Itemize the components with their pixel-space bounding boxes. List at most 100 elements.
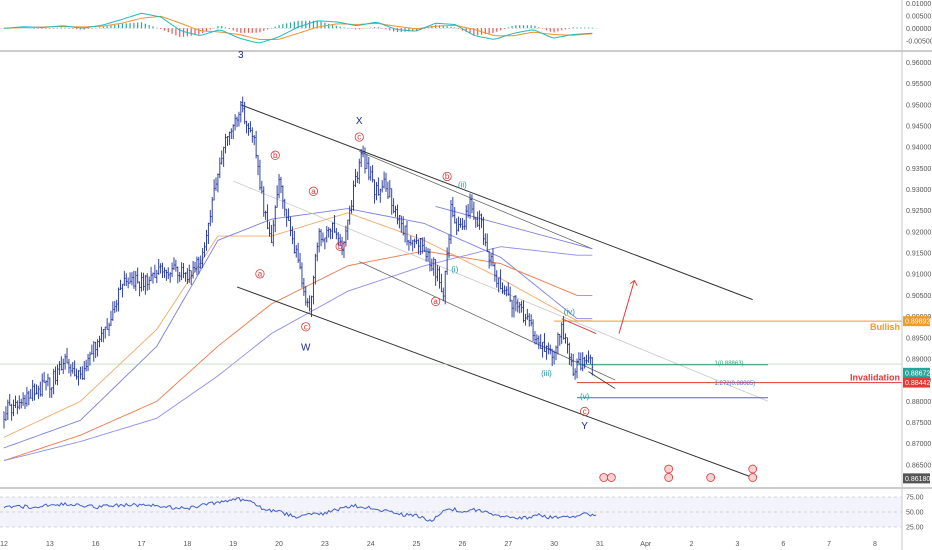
time-tick-label: 12 [0, 541, 8, 548]
macd-histogram-bar [568, 28, 570, 29]
projection-line [435, 206, 593, 250]
rsi-tick-label: 75.00 [906, 495, 924, 502]
macd-histogram-bar [415, 28, 418, 31]
macd-histogram-bar [446, 26, 448, 29]
macd-histogram-bar [3, 28, 5, 29]
invalidation-label: Invalidation [850, 373, 900, 383]
macd-histogram-bar [293, 21, 295, 29]
macd-histogram-bar [72, 28, 74, 29]
macd-histogram-bar [282, 24, 284, 29]
macd-histogram-bar [549, 28, 551, 32]
wave-label: b [338, 242, 343, 251]
economic-event-icon[interactable] [664, 464, 674, 474]
macd-histogram-bar [217, 26, 219, 29]
macd-histogram-bar [320, 21, 322, 29]
price-tick-label: 0.96000 [906, 60, 931, 67]
price-label-text: 0.88442 [905, 380, 930, 387]
time-tick-label: 7 [827, 541, 831, 548]
macd-histogram-bar [366, 28, 368, 29]
macd-histogram-bar [385, 28, 387, 30]
trend-channel-line[interactable] [359, 261, 616, 381]
price-tick-label: 0.92000 [906, 229, 931, 236]
economic-event-icon[interactable] [606, 473, 616, 482]
macd-histogram-bar [37, 28, 39, 29]
wave-label: a [258, 269, 263, 278]
time-tick-label: 2 [690, 541, 694, 548]
time-tick-label: 16 [92, 541, 100, 548]
macd-histogram-bar [507, 27, 509, 29]
economic-event-icon[interactable] [664, 473, 674, 482]
price-tick-label: 0.95000 [906, 102, 931, 109]
time-tick-label: 6 [781, 541, 785, 548]
macd-histogram-bar [530, 25, 532, 29]
economic-event-icon[interactable] [748, 464, 758, 474]
macd-histogram-bar [316, 20, 318, 29]
macd-histogram-bar [87, 28, 89, 29]
rsi-panel: 75.00 50.00 25.00 [0, 495, 924, 532]
wave-label-circle [301, 322, 311, 332]
macd-histogram-bar [53, 28, 55, 29]
macd-histogram-bar [209, 28, 211, 30]
wave-label: b [445, 172, 450, 181]
wave-label-circle [335, 241, 345, 251]
macd-histogram-bar [26, 27, 28, 29]
economic-event-icon[interactable] [599, 473, 609, 482]
macd-histogram-bar [362, 28, 364, 29]
macd-histogram-bar [179, 28, 181, 37]
time-tick-label: Apr [640, 541, 652, 548]
macd-histogram-bar [450, 26, 452, 29]
rsi-line [3, 496, 597, 523]
bullish-label: Bullish [870, 322, 900, 332]
macd-histogram-bar [301, 20, 303, 29]
price-tick-label: 0.87500 [906, 420, 931, 427]
macd-histogram-bar [137, 22, 139, 29]
macd-histogram-bar [106, 26, 108, 29]
macd-tick-label: 0.01000 [906, 1, 931, 8]
macd-histogram-bar [442, 25, 444, 29]
macd-histogram-bar [167, 28, 169, 33]
time-tick-label: 25 [413, 541, 421, 548]
macd-histogram-bar [351, 28, 353, 29]
macd-histogram-bar [95, 27, 97, 29]
price-tick-label: 0.90500 [906, 293, 931, 300]
macd-histogram-bar [118, 24, 120, 29]
macd-histogram-bar [477, 28, 479, 36]
projection-line-red [561, 318, 597, 334]
price-label-box [903, 473, 930, 484]
macd-histogram-bar [213, 27, 215, 29]
time-tick-label: 31 [596, 541, 604, 548]
macd-histogram-bar [45, 28, 47, 29]
price-tick-label: 0.89500 [906, 335, 931, 342]
macd-tick-label: 0.00000 [906, 26, 931, 33]
wave-label: (iii) [541, 369, 552, 378]
trend-channel-line[interactable] [240, 104, 753, 301]
macd-histogram-bar [156, 27, 158, 29]
trend-channel-line[interactable] [236, 286, 753, 478]
wave-label: b [273, 151, 278, 160]
time-axis[interactable]: 12 13 16 17 18 19 20 23 24 25 26 27 30 31 Apr 2 3 6 7 8 [0, 541, 877, 548]
trend-channel-line[interactable] [359, 151, 593, 250]
macd-histogram-bar [49, 28, 51, 29]
price-tick-label: 0.87000 [906, 441, 931, 448]
macd-histogram-bar [312, 20, 315, 29]
macd-histogram-bar [270, 27, 272, 29]
economic-event-icon[interactable] [748, 473, 758, 482]
macd-histogram-bar [381, 28, 383, 29]
price-tick-label: 0.94000 [906, 145, 931, 152]
time-tick-label: 8 [873, 541, 877, 548]
macd-histogram-bar [500, 28, 502, 31]
price-tick-label: 0.94500 [906, 124, 931, 131]
wave-label-circle [354, 132, 364, 142]
macd-histogram-bar [79, 28, 81, 30]
projection-line [588, 371, 616, 389]
macd-histogram-bar [492, 28, 494, 33]
macd-histogram-bar [121, 23, 124, 29]
time-tick-label: 19 [229, 541, 237, 548]
moving-average-line [3, 208, 593, 449]
macd-histogram-bar [564, 28, 567, 30]
economic-event-icon[interactable] [706, 473, 716, 482]
macd-histogram-bar [370, 27, 372, 29]
macd-histogram-bar [412, 28, 414, 32]
macd-histogram-bar [503, 28, 506, 29]
